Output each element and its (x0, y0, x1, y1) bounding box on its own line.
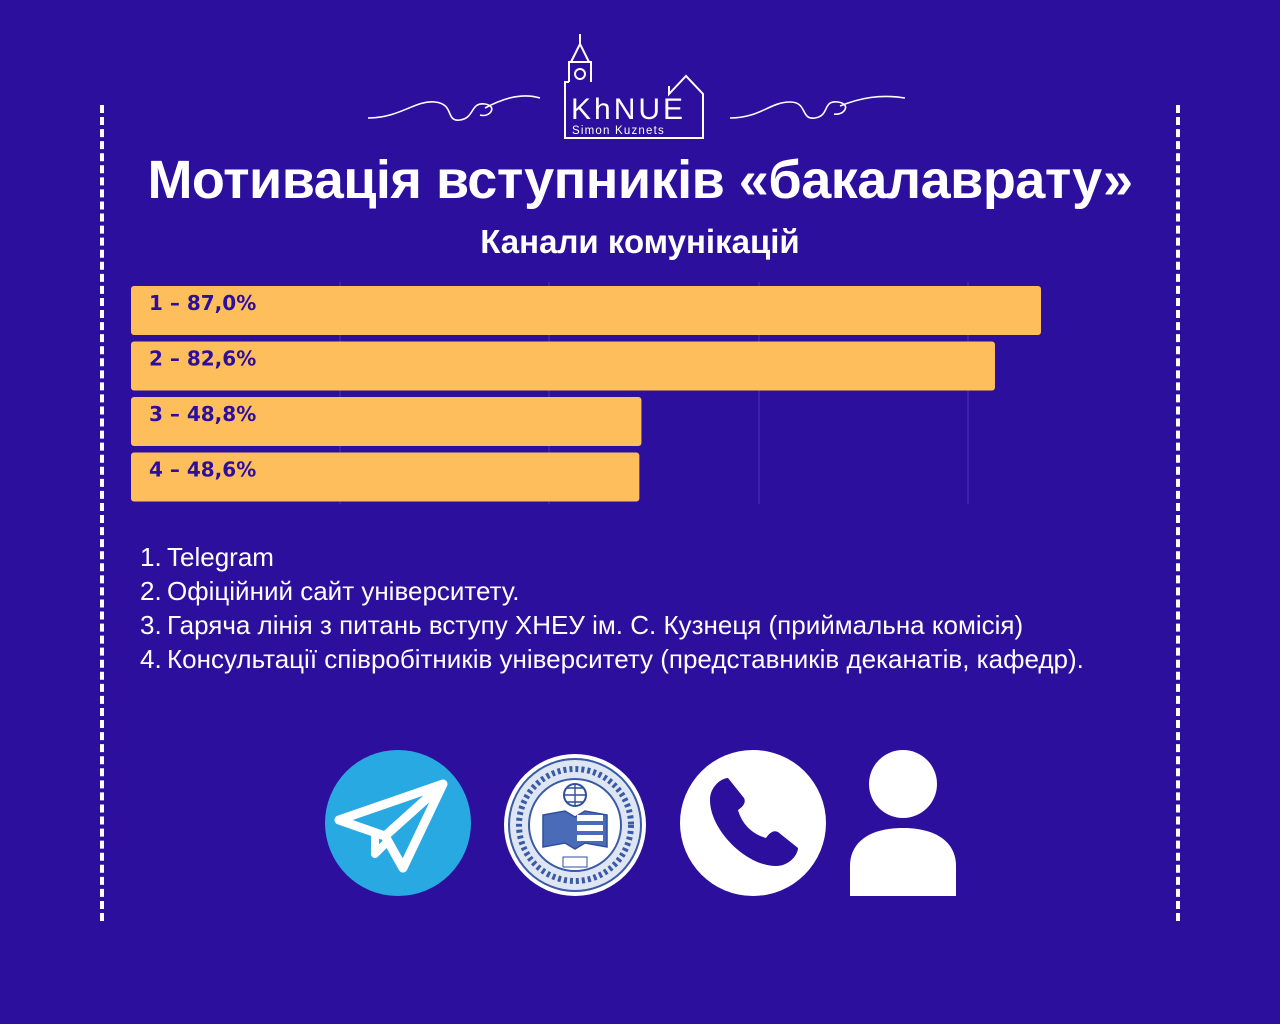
bar-label-3: 3 – 48,8% (149, 402, 256, 426)
legend-item: 3. Гаряча лінія з питань вступу ХНЕУ ім. … (140, 608, 1180, 642)
legend-item-number: 1. (140, 542, 162, 572)
logo-caption-text: Simon Kuznets (572, 125, 665, 137)
university-seal-icon (503, 753, 647, 902)
legend-item-text: Гаряча лінія з питань вступу ХНЕУ ім. С.… (167, 610, 1024, 640)
legend-item: 2. Офіційний сайт університету. (140, 574, 1180, 608)
bar-label-2: 2 – 82,6% (149, 347, 256, 371)
phone-icon (680, 750, 826, 901)
bar-label-4: 4 – 48,6% (149, 458, 256, 482)
right-dashed-border (1176, 105, 1180, 921)
legend-item: 1. Telegram (140, 540, 1180, 574)
bar-2 (131, 341, 995, 391)
left-dashed-border (100, 105, 104, 921)
bar-label-1: 1 – 87,0% (149, 291, 256, 315)
legend-item: 4. Консультації співробітників університе… (140, 642, 1180, 676)
bar-1 (131, 286, 1041, 335)
legend-item-number: 4. (140, 644, 162, 674)
logo-mark-text: KhNUE (571, 93, 686, 126)
legend-item-number: 3. (140, 610, 162, 640)
page-subtitle: Канали комунікацій (480, 223, 800, 260)
legend-item-text: Консультації співробітників університету… (167, 644, 1084, 674)
legend-item-number: 2. (140, 576, 162, 606)
legend-item-text: Telegram (167, 542, 274, 572)
legend-item-text: Офіційний сайт університету. (167, 576, 520, 606)
khnue-logo: KhNUE Simon Kuznets (360, 30, 920, 145)
person-icon (850, 750, 956, 901)
bar-chart: 1 – 87,0% 2 – 82,6% 3 – 48,8% 4 – 48,6% (131, 282, 1041, 504)
channel-icons (0, 745, 1280, 905)
bar-4 (131, 452, 640, 502)
bar-3 (131, 397, 642, 446)
page-title: Мотивація вступників «бакалаврату» (147, 150, 1133, 210)
channel-legend: 1. Telegram 2. Офіційний сайт університету.… (140, 540, 1180, 676)
telegram-icon (325, 750, 471, 901)
